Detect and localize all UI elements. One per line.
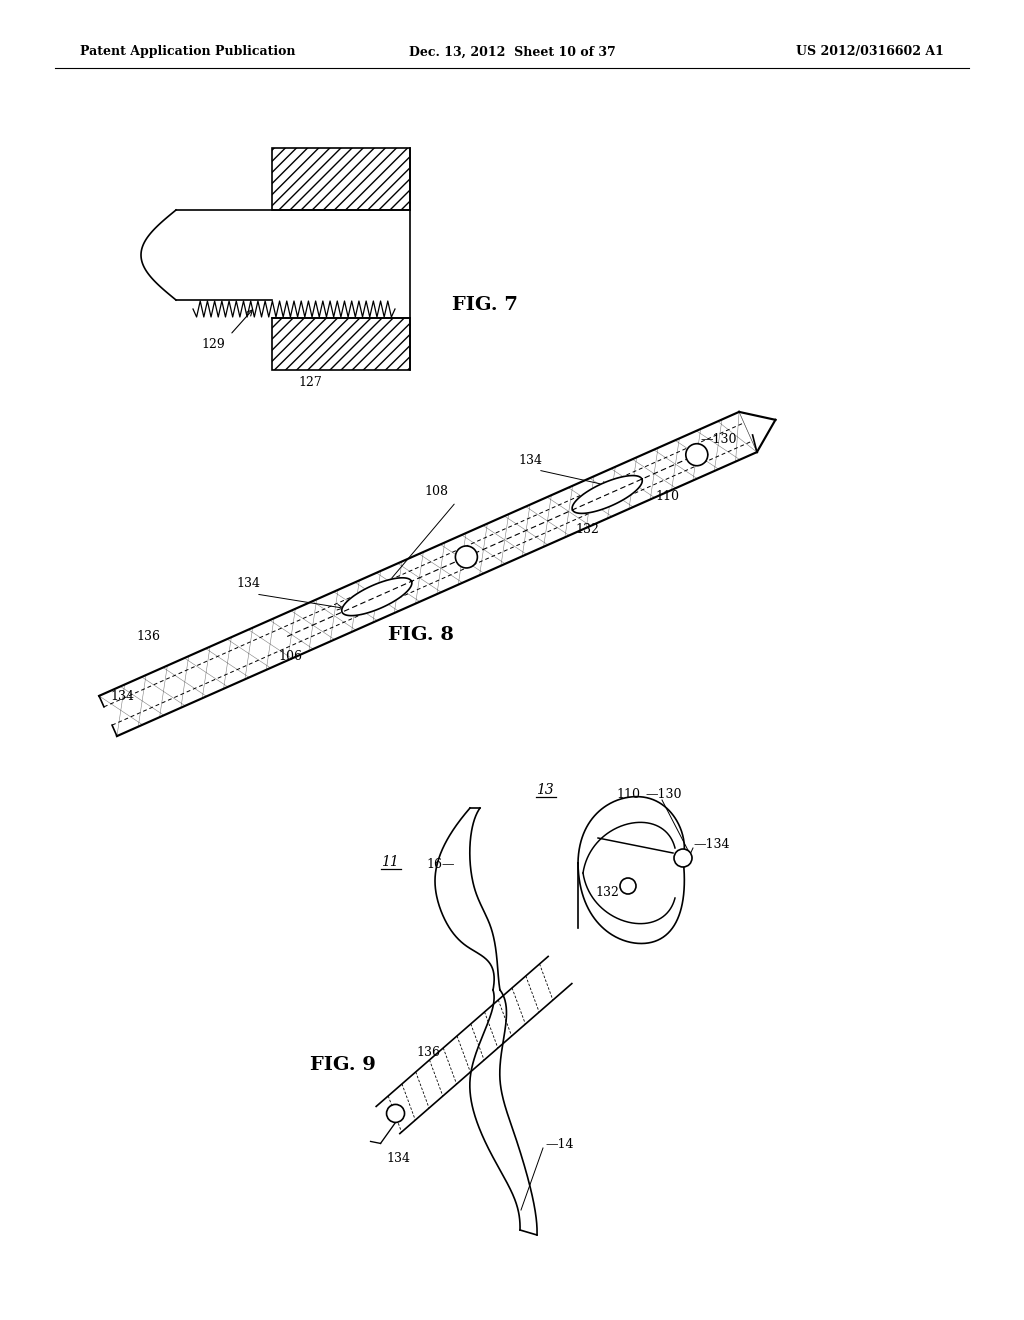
Text: Dec. 13, 2012  Sheet 10 of 37: Dec. 13, 2012 Sheet 10 of 37 xyxy=(409,45,615,58)
Text: —130: —130 xyxy=(645,788,682,801)
Text: 108: 108 xyxy=(424,484,449,498)
Text: 134: 134 xyxy=(110,690,134,704)
Text: FIG. 9: FIG. 9 xyxy=(310,1056,376,1074)
Bar xyxy=(272,148,410,210)
Text: —14: —14 xyxy=(545,1138,573,1151)
Polygon shape xyxy=(342,578,412,615)
Text: 129: 129 xyxy=(201,338,225,351)
Circle shape xyxy=(456,546,477,568)
Circle shape xyxy=(620,878,636,894)
Circle shape xyxy=(686,444,708,466)
Circle shape xyxy=(386,1105,404,1122)
Text: 110: 110 xyxy=(616,788,640,801)
Text: 110: 110 xyxy=(655,490,679,503)
Text: 134: 134 xyxy=(386,1151,410,1164)
Polygon shape xyxy=(572,475,642,513)
Text: 132: 132 xyxy=(575,523,599,536)
Text: 16—: 16— xyxy=(427,858,455,871)
Text: 11: 11 xyxy=(381,855,399,869)
Text: 136: 136 xyxy=(136,630,160,643)
Text: FIG. 8: FIG. 8 xyxy=(388,626,454,644)
Text: US 2012/0316602 A1: US 2012/0316602 A1 xyxy=(796,45,944,58)
Text: Patent Application Publication: Patent Application Publication xyxy=(80,45,296,58)
Text: —130: —130 xyxy=(700,433,736,446)
Circle shape xyxy=(674,849,692,867)
Text: 134: 134 xyxy=(236,577,260,590)
Text: 134: 134 xyxy=(518,454,542,467)
Text: FIG. 7: FIG. 7 xyxy=(452,296,518,314)
Text: 106: 106 xyxy=(278,649,302,663)
Text: —134: —134 xyxy=(693,838,729,851)
Text: 136: 136 xyxy=(416,1045,440,1059)
Bar xyxy=(272,318,410,370)
Text: 132: 132 xyxy=(595,886,618,899)
Text: 13: 13 xyxy=(537,783,554,797)
Text: 127: 127 xyxy=(298,375,322,388)
